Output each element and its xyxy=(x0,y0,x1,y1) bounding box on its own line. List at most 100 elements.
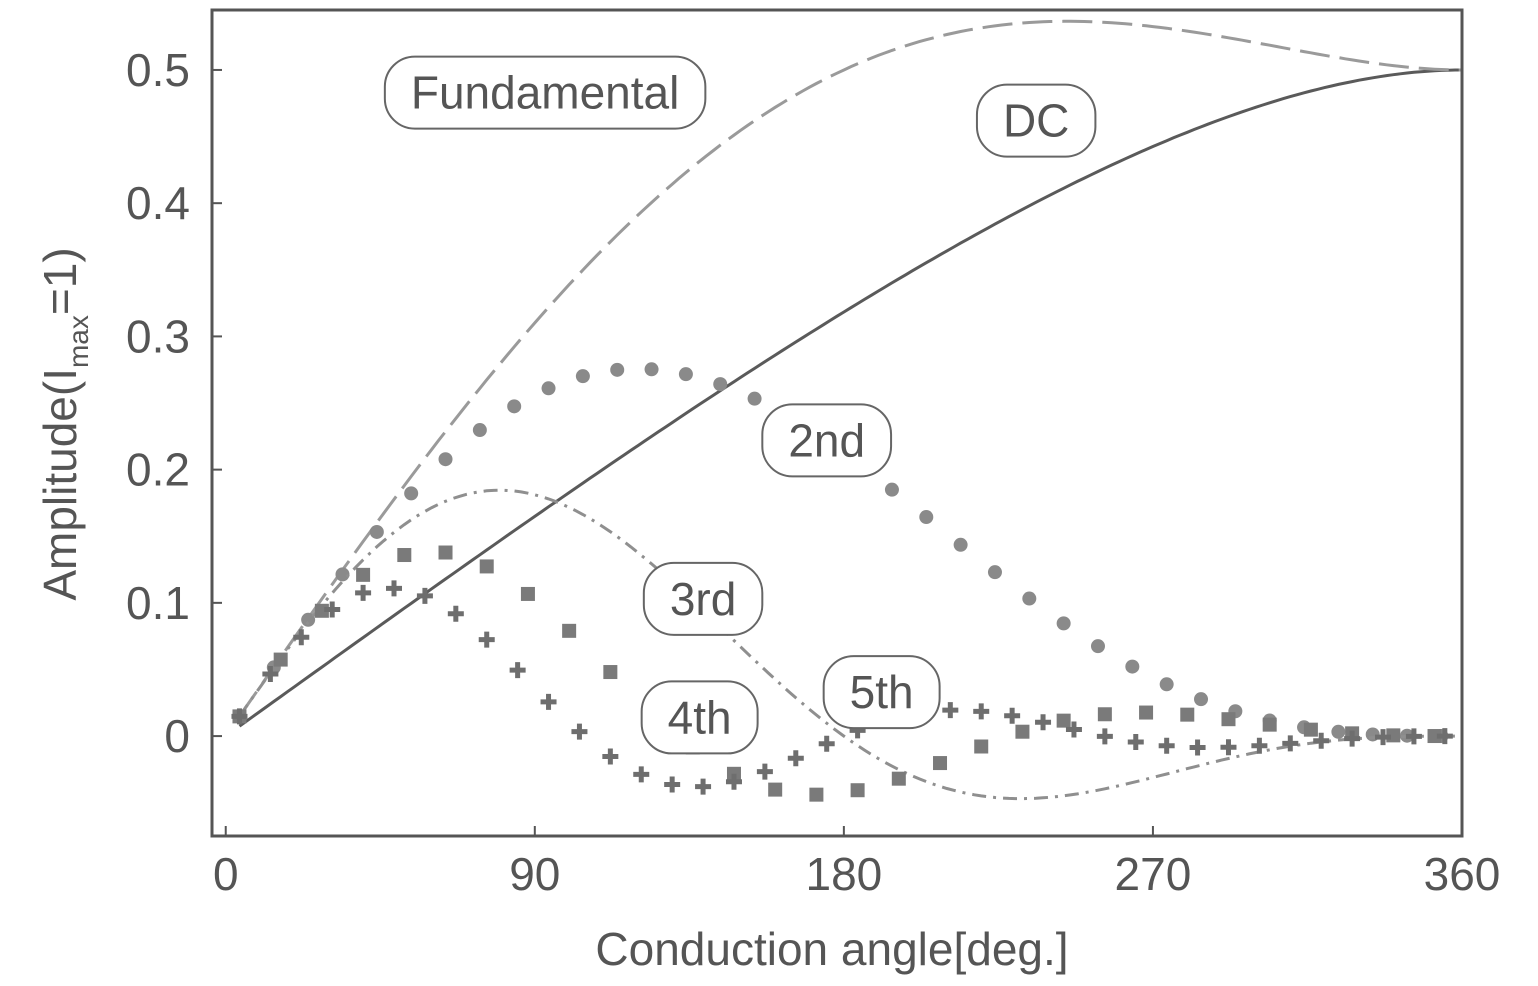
marker-point xyxy=(1127,734,1144,751)
series-label-text: 3rd xyxy=(670,573,736,625)
marker-point xyxy=(397,548,412,563)
marker-point xyxy=(809,787,824,802)
marker-point xyxy=(1015,724,1030,739)
marker-point xyxy=(1056,713,1071,728)
marker-point xyxy=(633,766,650,783)
axis-ticks: 0 90 180 270 360 0 0.1 0.2 0.3 0.4 0.5 xyxy=(126,44,1500,900)
series-layer xyxy=(231,19,1463,802)
marker-point xyxy=(818,735,835,752)
series-label-box xyxy=(822,655,941,730)
series-label-5th: 5th xyxy=(822,655,941,730)
y-axis-label: Amplitude(Imax=1) xyxy=(34,247,94,600)
series-label-dc: DC xyxy=(975,83,1097,158)
marker-point xyxy=(974,739,989,754)
series-label-text: 5th xyxy=(850,666,914,718)
series-label-text: 4th xyxy=(668,691,732,743)
marker-point xyxy=(1405,728,1422,745)
series-line-3rd xyxy=(238,488,1462,801)
x-tick-label: 0 xyxy=(213,848,239,900)
marker-point xyxy=(695,778,712,795)
marker-point xyxy=(933,756,948,771)
marker-point xyxy=(1125,659,1140,674)
y-tick-label: 0.5 xyxy=(126,44,190,96)
series-label-text: Fundamental xyxy=(411,67,680,119)
marker-point xyxy=(1194,692,1209,707)
marker-point xyxy=(1090,639,1105,654)
marker-point xyxy=(1427,729,1442,744)
series-label-box xyxy=(975,83,1097,158)
series-label-2nd: 2nd xyxy=(761,403,893,478)
marker-point xyxy=(541,381,556,396)
series-label-box xyxy=(383,55,707,130)
y-tick-label: 0.3 xyxy=(126,310,190,362)
marker-point xyxy=(1221,712,1236,727)
marker-point xyxy=(987,565,1002,580)
marker-point xyxy=(324,601,341,618)
marker-point xyxy=(509,662,526,679)
marker-point xyxy=(1251,737,1268,754)
y-axis-label-main: Amplitude(I xyxy=(34,368,86,601)
marker-point xyxy=(610,362,625,377)
marker-point xyxy=(1065,721,1082,738)
marker-point xyxy=(1262,717,1277,732)
marker-point xyxy=(438,545,453,560)
marker-point xyxy=(231,708,248,725)
marker-point xyxy=(1375,729,1392,746)
y-tick-label: 0 xyxy=(164,710,190,762)
marker-point xyxy=(1344,730,1361,747)
marker-point xyxy=(262,665,279,682)
y-tick-label: 0.4 xyxy=(126,177,190,229)
marker-point xyxy=(438,452,453,467)
x-tick-label: 270 xyxy=(1115,848,1192,900)
marker-point xyxy=(1139,705,1154,720)
series-label-3rd: 3rd xyxy=(642,561,764,636)
marker-point xyxy=(571,723,588,740)
series-label-fundamental: Fundamental xyxy=(383,55,707,130)
marker-point xyxy=(1056,616,1071,631)
marker-point xyxy=(725,773,742,790)
marker-point xyxy=(273,652,288,667)
marker-point xyxy=(1158,737,1175,754)
marker-point xyxy=(540,693,557,710)
marker-point xyxy=(404,486,419,501)
x-tick-label: 360 xyxy=(1424,848,1501,900)
series-label-box xyxy=(761,403,893,478)
marker-point xyxy=(1004,707,1021,724)
series-markers-5th xyxy=(231,580,1453,795)
x-tick-label: 90 xyxy=(509,848,560,900)
x-axis-label: Conduction angle[deg.] xyxy=(595,923,1068,975)
marker-point xyxy=(1022,591,1037,606)
marker-point xyxy=(355,584,372,601)
marker-point xyxy=(1313,732,1330,749)
marker-point xyxy=(472,423,487,438)
marker-point xyxy=(1159,677,1174,692)
marker-point xyxy=(1220,739,1237,756)
marker-point xyxy=(973,703,990,720)
marker-point xyxy=(664,776,681,793)
marker-point xyxy=(953,537,968,552)
marker-point xyxy=(891,771,906,786)
marker-point xyxy=(884,482,899,497)
marker-point xyxy=(919,510,934,525)
marker-point xyxy=(479,559,494,574)
marker-point xyxy=(1096,728,1113,745)
marker-point xyxy=(520,586,535,601)
x-tick-label: 180 xyxy=(805,848,882,900)
marker-point xyxy=(644,362,659,377)
marker-point xyxy=(369,524,384,539)
marker-point xyxy=(301,612,316,627)
marker-point xyxy=(335,567,350,582)
marker-point xyxy=(787,750,804,767)
marker-point xyxy=(1436,728,1453,745)
series-label-text: DC xyxy=(1003,95,1069,147)
series-line-dc xyxy=(238,68,1462,728)
series-labels: Fundamental DC 2nd 3rd 4th 5th xyxy=(383,55,1097,755)
marker-point xyxy=(602,748,619,765)
marker-point xyxy=(293,629,310,646)
marker-point xyxy=(356,567,371,582)
y-tick-label: 0.1 xyxy=(126,577,190,629)
marker-point xyxy=(747,391,762,406)
marker-point xyxy=(562,623,577,638)
marker-point xyxy=(713,377,728,392)
